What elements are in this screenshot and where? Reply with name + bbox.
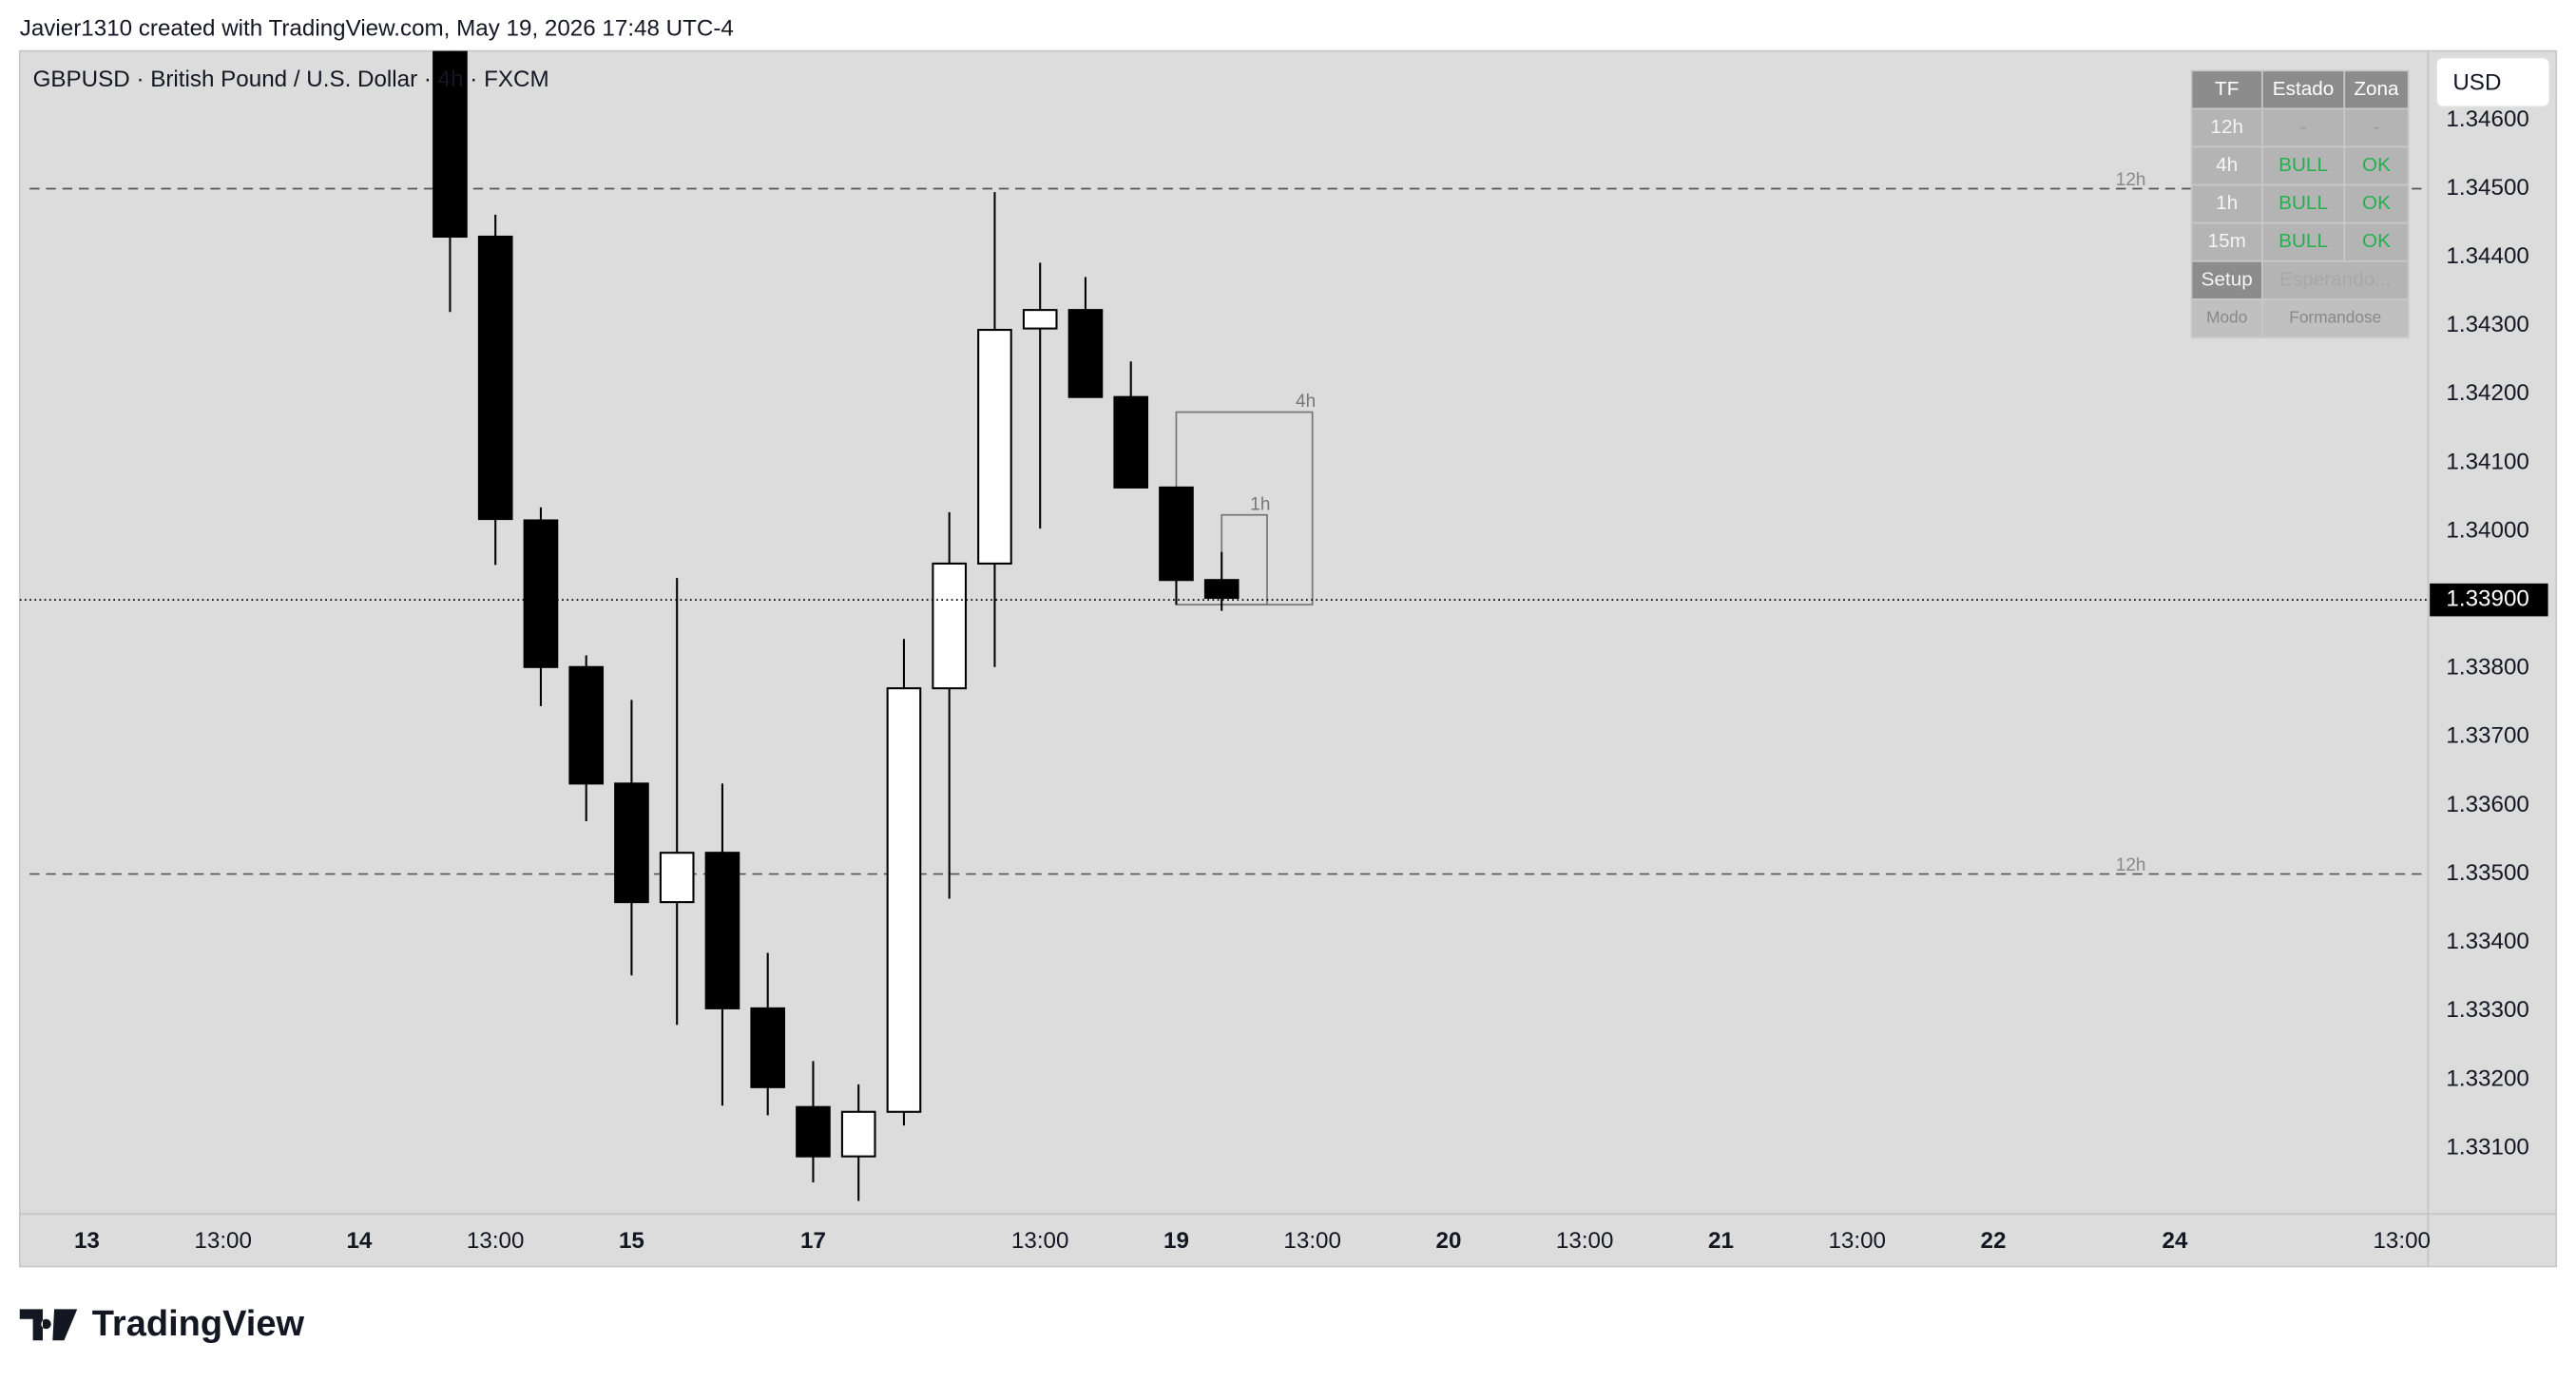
table-text: BULL — [2278, 230, 2328, 252]
table-text: Zona — [2354, 78, 2399, 100]
chart-title: GBPUSD · British Pound / U.S. Dollar · 4… — [33, 67, 549, 92]
candle-body — [750, 1007, 786, 1088]
table-cell — [2343, 107, 2410, 148]
table-cell — [2261, 298, 2410, 338]
table-text: OK — [2362, 154, 2391, 176]
candle-body — [523, 519, 559, 668]
candle-body — [977, 329, 1012, 565]
y-tick-label: 1.34500 — [2446, 175, 2528, 201]
table-text: OK — [2362, 192, 2391, 214]
currency-label: USD — [2452, 70, 2501, 96]
y-tick-label: 1.33700 — [2446, 723, 2528, 749]
x-tick-label: 13:00 — [467, 1228, 525, 1254]
candle-body — [568, 665, 605, 785]
candle-body — [1113, 395, 1149, 489]
x-tick-label: 21 — [1708, 1228, 1734, 1254]
y-tick-label: 1.34600 — [2446, 106, 2528, 132]
table-cell — [2343, 183, 2410, 224]
candle-body — [1203, 579, 1240, 600]
table-cell — [2261, 69, 2346, 110]
candle-body — [477, 235, 513, 521]
candle-body — [659, 852, 695, 904]
current-price-tag — [2430, 583, 2548, 617]
table-text: 15m — [2208, 230, 2246, 252]
candle-body — [840, 1110, 876, 1158]
x-tick-label: 13:00 — [1828, 1228, 1886, 1254]
y-tick-label: 1.33500 — [2446, 860, 2528, 886]
x-tick-label: 13 — [74, 1228, 100, 1254]
currency-button[interactable] — [2435, 56, 2551, 108]
table-text: 12h — [2210, 116, 2243, 138]
table-text: BULL — [2278, 192, 2328, 214]
table-text: OK — [2362, 230, 2391, 252]
chart-pane — [18, 49, 2558, 1268]
x-tick-label: 13:00 — [1283, 1228, 1341, 1254]
candle-body — [704, 852, 740, 1009]
candle-body — [932, 562, 968, 690]
x-tick-label: 17 — [800, 1228, 826, 1254]
plot: 12h 12h 4h 1h — [29, 50, 2425, 1201]
candle-body — [1022, 309, 1058, 330]
y-tick-label: 1.33300 — [2446, 997, 2528, 1023]
table-text: Modo — [2206, 308, 2247, 327]
x-tick-label: 20 — [1436, 1228, 1462, 1254]
candle-body — [1067, 309, 1104, 398]
x-tick-label: 15 — [619, 1228, 644, 1254]
candle-body — [614, 782, 649, 904]
y-tick-label: 1.33200 — [2446, 1065, 2528, 1091]
candle-body — [796, 1105, 831, 1158]
table-text: - — [2300, 116, 2307, 138]
table-text: Formandose — [2289, 308, 2381, 327]
header: Javier1310 created with TradingView.com,… — [20, 15, 734, 41]
level-label: 12h — [2116, 855, 2146, 875]
y-tick-label: 1.34400 — [2446, 243, 2528, 269]
y-tick-label: 1.34300 — [2446, 312, 2528, 337]
table-cell — [2343, 145, 2410, 186]
level-label: 12h — [2116, 170, 2146, 190]
brand-logo — [19, 1309, 78, 1341]
table-cell — [2190, 259, 2263, 300]
table-text: 1h — [2216, 192, 2238, 214]
x-tick-label: 13:00 — [1556, 1228, 1614, 1254]
zone-label: 1h — [1250, 494, 1270, 514]
y-tick-label: 1.33400 — [2446, 929, 2528, 954]
candle-body — [1159, 486, 1194, 582]
table-text: BULL — [2278, 154, 2328, 176]
y-tick-label: 1.33600 — [2446, 792, 2528, 817]
x-tick-label: 14 — [346, 1228, 372, 1254]
y-tick-label: 1.34000 — [2446, 517, 2528, 543]
y-tick-label: 1.33800 — [2446, 655, 2528, 681]
table-text: 4h — [2216, 154, 2238, 176]
table-text: Setup — [2201, 268, 2253, 290]
y-tick-label: 1.33100 — [2446, 1134, 2528, 1160]
candle-body — [886, 687, 922, 1113]
table-cell — [2343, 221, 2410, 262]
x-tick-label: 13:00 — [2373, 1228, 2431, 1254]
table-text: - — [2374, 116, 2380, 138]
candle-body — [433, 50, 468, 239]
current-price-label: 1.33900 — [2446, 586, 2528, 612]
table-cell — [2190, 183, 2263, 224]
zone-label: 4h — [1296, 392, 1316, 412]
x-tick-label: 19 — [1163, 1228, 1189, 1254]
y-tick-label: 1.34200 — [2446, 380, 2528, 406]
table-cell — [2343, 69, 2410, 110]
x-tick-label: 13:00 — [1011, 1228, 1069, 1254]
brand: TradingView — [92, 1304, 305, 1344]
x-tick-label: 13:00 — [194, 1228, 252, 1254]
y-tick-label: 1.34100 — [2446, 449, 2528, 474]
table-text: Estado — [2273, 78, 2335, 100]
table-text: Esperando... — [2279, 268, 2391, 290]
x-tick-label: 22 — [1981, 1228, 2007, 1254]
x-tick-label: 24 — [2163, 1228, 2188, 1254]
table-text: TF — [2215, 78, 2239, 100]
table-cell — [2190, 298, 2263, 338]
